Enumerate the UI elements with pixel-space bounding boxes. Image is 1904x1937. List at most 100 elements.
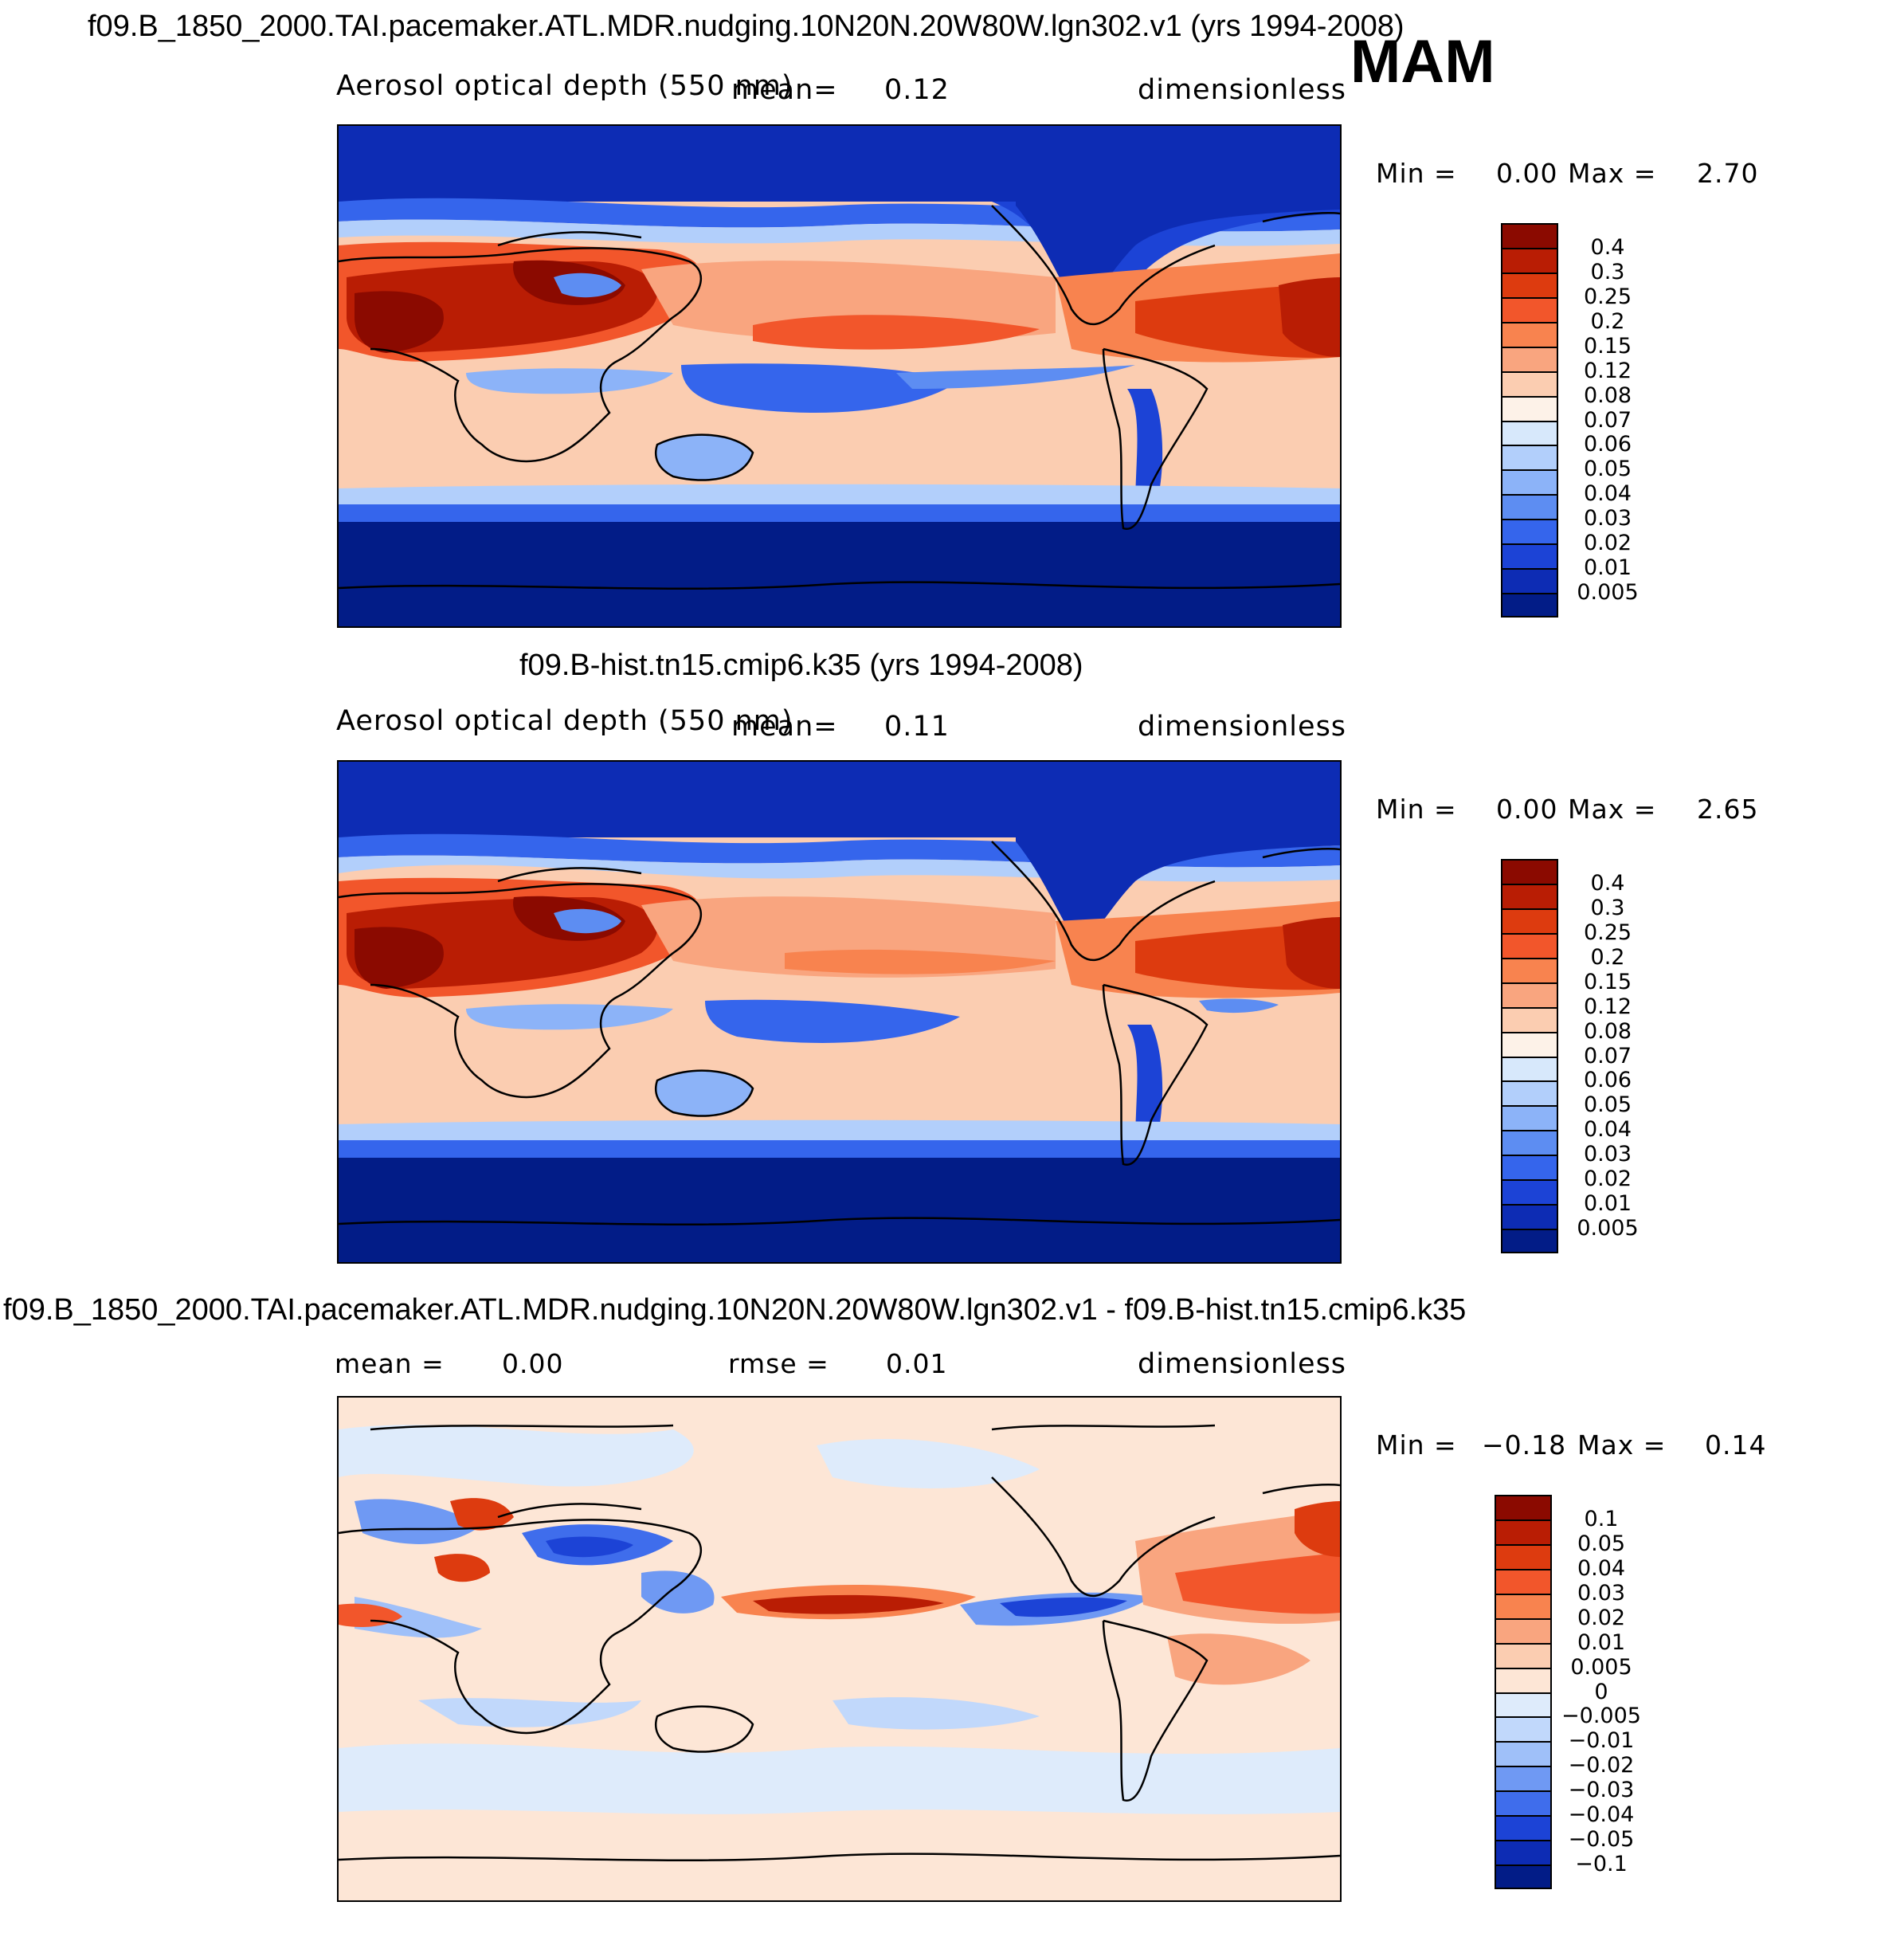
panel3-mean-label: mean = <box>335 1348 445 1379</box>
colorbar-swatch <box>1495 1864 1552 1889</box>
panel3-title: f09.B_1850_2000.TAI.pacemaker.ATL.MDR.nu… <box>3 1293 1467 1327</box>
panel2-max-value: 2.65 <box>1697 794 1759 825</box>
panel2-aod-map <box>337 760 1342 1264</box>
colorbar-tick-label: 0.005 <box>1570 1654 1632 1680</box>
colorbar-tick-label: 0.01 <box>1583 1191 1632 1217</box>
panel1-aod-map <box>337 124 1342 628</box>
colorbar-swatch <box>1501 469 1558 495</box>
colorbar-swatch <box>1501 420 1558 445</box>
colorbar-swatch <box>1495 1568 1552 1594</box>
panel3-difference-map <box>337 1396 1342 1902</box>
colorbar-swatch <box>1501 593 1558 618</box>
panel3-colorbar: 0.1 0.05 0.04 0.03 0.02 0.01 0.005 0 −0.005 −0.01… <box>1495 1495 1641 1889</box>
panel1-variable: Aerosol optical depth (550 nm) <box>336 70 793 102</box>
colorbar-swatch <box>1501 1031 1558 1057</box>
colorbar-tick-label: 0.05 <box>1583 1092 1632 1118</box>
colorbar-tick-label: 0.2 <box>1590 308 1625 334</box>
colorbar-swatch <box>1501 1204 1558 1229</box>
colorbar-tick-label: 0.3 <box>1590 259 1625 284</box>
colorbar-tick-label: 0.4 <box>1590 870 1625 896</box>
colorbar-tick-label: 0.01 <box>1583 555 1632 581</box>
colorbar-swatch <box>1495 1495 1552 1519</box>
colorbar-tick-label: 0.25 <box>1583 284 1632 309</box>
colorbar-swatch <box>1501 1179 1558 1205</box>
colorbar-swatch <box>1495 1519 1552 1544</box>
colorbar-swatch <box>1495 1617 1552 1643</box>
colorbar-tick-label: −0.05 <box>1568 1827 1635 1853</box>
colorbar-tick-label: 0.12 <box>1583 994 1632 1019</box>
panel2-variable: Aerosol optical depth (550 nm) <box>336 705 793 737</box>
colorbar-tick-label: 0.4 <box>1590 234 1625 260</box>
colorbar-tick-label: 0.04 <box>1583 481 1632 507</box>
colorbar-swatch <box>1501 883 1558 908</box>
colorbar-tick-label: 0.07 <box>1583 1043 1632 1068</box>
colorbar-swatch <box>1495 1593 1552 1618</box>
colorbar-swatch <box>1501 272 1558 297</box>
colorbar-tick-label: 0.12 <box>1583 358 1632 383</box>
colorbar-swatch <box>1495 1692 1552 1717</box>
season-label: MAM <box>1350 28 1495 96</box>
colorbar-swatch <box>1501 494 1558 520</box>
panel2-units: dimensionless <box>1138 711 1347 743</box>
colorbar-tick-label: 0.05 <box>1577 1531 1626 1556</box>
colorbar-swatch <box>1501 957 1558 982</box>
colorbar-tick-label: 0.005 <box>1577 580 1639 606</box>
colorbar-tick-label: 0.04 <box>1583 1117 1632 1143</box>
panel1-mean-label: mean= <box>731 74 838 106</box>
colorbar-tick-label: 0.1 <box>1584 1506 1619 1531</box>
colorbar-swatch <box>1501 859 1558 884</box>
panel3-min-label: Min = <box>1376 1429 1457 1461</box>
colorbar-tick-label: 0.03 <box>1577 1580 1626 1606</box>
colorbar-swatch <box>1495 1741 1552 1766</box>
panel1-title: f09.B_1850_2000.TAI.pacemaker.ATL.MDR.nu… <box>88 10 1404 43</box>
colorbar-tick-label: 0.02 <box>1583 531 1632 556</box>
colorbar-swatch <box>1495 1840 1552 1865</box>
colorbar-swatch <box>1495 1815 1552 1841</box>
colorbar-tick-label: 0.005 <box>1577 1216 1639 1241</box>
colorbar-tick-label: 0.2 <box>1590 944 1625 970</box>
colorbar-tick-label: 0.06 <box>1583 432 1632 457</box>
colorbar-tick-label: 0.25 <box>1583 919 1632 945</box>
colorbar-tick-label: −0.1 <box>1575 1852 1628 1877</box>
colorbar-swatch <box>1501 296 1558 322</box>
colorbar-tick-label: 0 <box>1594 1679 1608 1704</box>
colorbar-swatch <box>1501 932 1558 958</box>
colorbar-tick-label: 0.15 <box>1583 333 1632 359</box>
panel3-min-value: −0.18 <box>1482 1429 1567 1461</box>
colorbar-tick-label: 0.07 <box>1583 407 1632 433</box>
colorbar-swatch <box>1501 568 1558 594</box>
colorbar-swatch <box>1495 1543 1552 1569</box>
colorbar-swatch <box>1495 1790 1552 1816</box>
panel2-mean-label: mean= <box>731 711 838 743</box>
panel3-rmse-label: rmse = <box>728 1348 829 1379</box>
colorbar-swatch <box>1501 371 1558 396</box>
panel1-min-label: Min = <box>1376 158 1457 189</box>
colorbar-tick-label: −0.04 <box>1568 1802 1635 1828</box>
colorbar-tick-label: 0.06 <box>1583 1068 1632 1093</box>
colorbar-swatch <box>1495 1766 1552 1791</box>
colorbar-swatch <box>1501 543 1558 569</box>
colorbar-swatch <box>1501 395 1558 421</box>
panel3-max-label: Max = <box>1577 1429 1667 1461</box>
panel2-min-label: Min = <box>1376 794 1457 825</box>
colorbar-tick-label: 0.15 <box>1583 969 1632 994</box>
colorbar-tick-label: 0.08 <box>1583 1018 1632 1044</box>
colorbar-tick-label: 0.02 <box>1583 1167 1632 1192</box>
panel2-mean-value: 0.11 <box>884 711 950 743</box>
panel2-colorbar: 0.4 0.3 0.25 0.2 0.15 0.12 0.08 0.07 0.06 0.05 0.0… <box>1501 859 1639 1253</box>
colorbar-swatch <box>1501 519 1558 544</box>
colorbar-tick-label: 0.03 <box>1583 506 1632 531</box>
colorbar-swatch <box>1501 1229 1558 1253</box>
colorbar-tick-label: −0.01 <box>1568 1728 1635 1754</box>
colorbar-swatch <box>1501 247 1558 273</box>
colorbar-swatch <box>1501 346 1558 371</box>
colorbar-tick-label: −0.02 <box>1568 1753 1635 1778</box>
panel2-max-label: Max = <box>1568 794 1657 825</box>
panel1-min-value: 0.00 <box>1496 158 1558 189</box>
colorbar-tick-label: 0.02 <box>1577 1605 1626 1630</box>
panel3-max-value: 0.14 <box>1705 1429 1767 1461</box>
colorbar-swatch <box>1495 1642 1552 1668</box>
panel3-mean-value: 0.00 <box>502 1348 564 1379</box>
colorbar-tick-label: 0.03 <box>1583 1142 1632 1167</box>
colorbar-swatch <box>1495 1716 1552 1742</box>
